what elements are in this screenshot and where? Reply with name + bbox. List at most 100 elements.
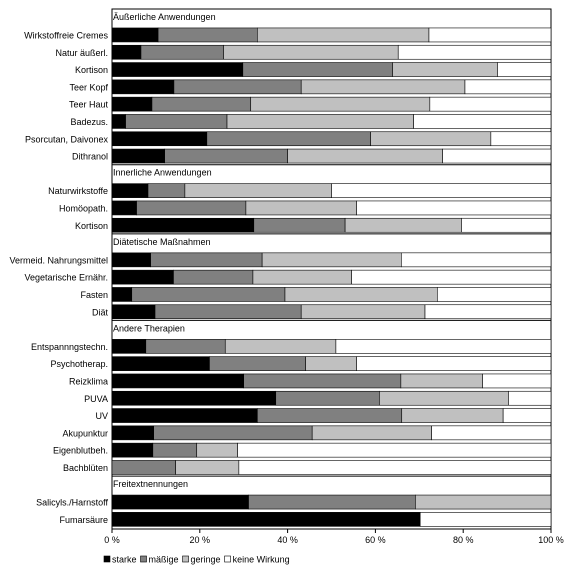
bar-segment-starke (111, 494, 249, 510)
category-label: Entspannngstechn. (31, 342, 108, 352)
bar-segment-geringe (223, 44, 399, 60)
bar-segment-geringe (252, 269, 352, 285)
bar-segment-starke (111, 304, 156, 320)
bar-segment-keine-Wirkung (397, 44, 552, 60)
category-label: Reizklima (69, 376, 108, 386)
bar-segment-starke (111, 44, 142, 60)
category-label: Homöopath. (59, 203, 108, 213)
bar-segment-keine-Wirkung (442, 148, 552, 164)
bar-segment-mäßige (151, 96, 252, 112)
bar-segment-geringe (245, 200, 357, 216)
category-label: Vermeid. Nahrungsmittel (9, 255, 108, 265)
bar-segment-starke (111, 442, 154, 458)
bar-segment-mäßige (125, 114, 228, 129)
category-label: Diät (92, 307, 109, 317)
bar-segment-mäßige (145, 339, 226, 354)
bar-segment-keine-Wirkung (424, 304, 552, 320)
bar-segment-keine-Wirkung (482, 373, 552, 389)
category-label: PUVA (84, 394, 108, 404)
bar-segment-keine-Wirkung (401, 252, 552, 268)
legend-swatch-geringe (182, 555, 189, 563)
legend-label: starke (112, 555, 137, 565)
bar-segment-mäßige (131, 287, 286, 302)
category-label: Natur äußerl. (55, 48, 108, 58)
bar-segment-mäßige (206, 131, 371, 147)
bar-segment-starke (111, 512, 421, 527)
bar-segment-starke (111, 390, 277, 406)
category-label: Fumarsäure (59, 515, 108, 525)
bar-segment-starke (111, 79, 175, 95)
legend-swatch-mäßige (140, 555, 147, 563)
bar-segment-keine-Wirkung (356, 356, 552, 371)
bar-segment-keine-Wirkung (429, 96, 552, 112)
bar-segment-mäßige (140, 44, 224, 60)
category-label: Eigenblutbeh. (53, 446, 108, 456)
bar-segment-geringe (226, 114, 414, 129)
category-label: Kortison (75, 65, 108, 75)
bar-segment-starke (111, 183, 149, 198)
bar-segment-starke (111, 373, 244, 389)
bar-segment-starke (111, 62, 244, 77)
bar-segment-starke (111, 252, 151, 268)
bar-segment-keine-Wirkung (238, 460, 552, 475)
group-title: Äußerliche Anwendungen (113, 12, 216, 22)
bar-segment-mäßige (147, 183, 186, 198)
category-label: Vegetarische Ernähr. (24, 273, 108, 283)
bar-segment-geringe (400, 373, 483, 389)
bar-segment-geringe (300, 304, 426, 320)
bar-segment-mäßige (243, 373, 402, 389)
bar-segment-keine-Wirkung (413, 114, 552, 129)
group-title: Diätetische Maßnahmen (113, 237, 211, 247)
bar-segment-starke (111, 27, 159, 43)
x-tick-label: 40 % (277, 535, 298, 545)
bar-segment-geringe (311, 425, 432, 441)
bar-segment-geringe (287, 148, 443, 164)
bar-segment-geringe (370, 131, 492, 147)
plot-area (111, 8, 552, 530)
bar-segment-starke (111, 114, 126, 129)
bar-segment-geringe (392, 62, 498, 77)
bar-segment-keine-Wirkung (508, 390, 552, 406)
bar-segment-mäßige (153, 425, 313, 441)
bar-segment-keine-Wirkung (497, 62, 552, 77)
bar-segment-geringe (415, 494, 552, 510)
bar-segment-starke (111, 339, 147, 354)
bar-segment-mäßige (173, 269, 254, 285)
bar-segment-geringe (401, 408, 504, 423)
bar-segment-keine-Wirkung (419, 512, 552, 527)
bar-segment-geringe (224, 339, 337, 354)
group-title: Innerliche Anwendungen (113, 168, 212, 178)
legend-label: geringe (191, 555, 221, 565)
bar-segment-mäßige (154, 304, 302, 320)
bar-segment-starke (111, 269, 174, 285)
category-label: Kortison (75, 221, 108, 231)
legend-label: keine Wirkung (233, 555, 290, 565)
category-label: Teer Kopf (69, 82, 108, 92)
bar-segment-keine-Wirkung (335, 339, 552, 354)
category-label: Teer Haut (69, 100, 109, 110)
x-tick-label: 80 % (453, 535, 474, 545)
bar-segment-keine-Wirkung (436, 287, 552, 302)
bar-segment-starke (111, 217, 255, 233)
bar-segment-starke (111, 356, 210, 371)
bar-segment-mäßige (209, 356, 306, 371)
category-label: Naturwirkstoffe (48, 186, 108, 196)
category-label: Dithranol (72, 152, 108, 162)
x-tick-label: 60 % (365, 535, 386, 545)
bar-segment-starke (111, 131, 208, 147)
bar-segment-keine-Wirkung (331, 183, 552, 198)
bar-segment-starke (111, 425, 155, 441)
bar-segment-mäßige (150, 252, 263, 268)
bar-segment-geringe (300, 79, 466, 95)
bar-segment-geringe (250, 96, 431, 112)
bar-segment-geringe (257, 27, 430, 43)
category-label: Salicyls./Harnstoff (36, 498, 108, 508)
bar-segment-mäßige (173, 79, 302, 95)
category-label: Psychotherap. (50, 359, 108, 369)
category-label: Psorcutan, Daivonex (25, 134, 109, 144)
bar-segment-geringe (175, 460, 240, 475)
bar-segment-starke (111, 96, 153, 112)
x-tick-label: 0 % (104, 535, 120, 545)
bar-segment-geringe (305, 356, 357, 371)
